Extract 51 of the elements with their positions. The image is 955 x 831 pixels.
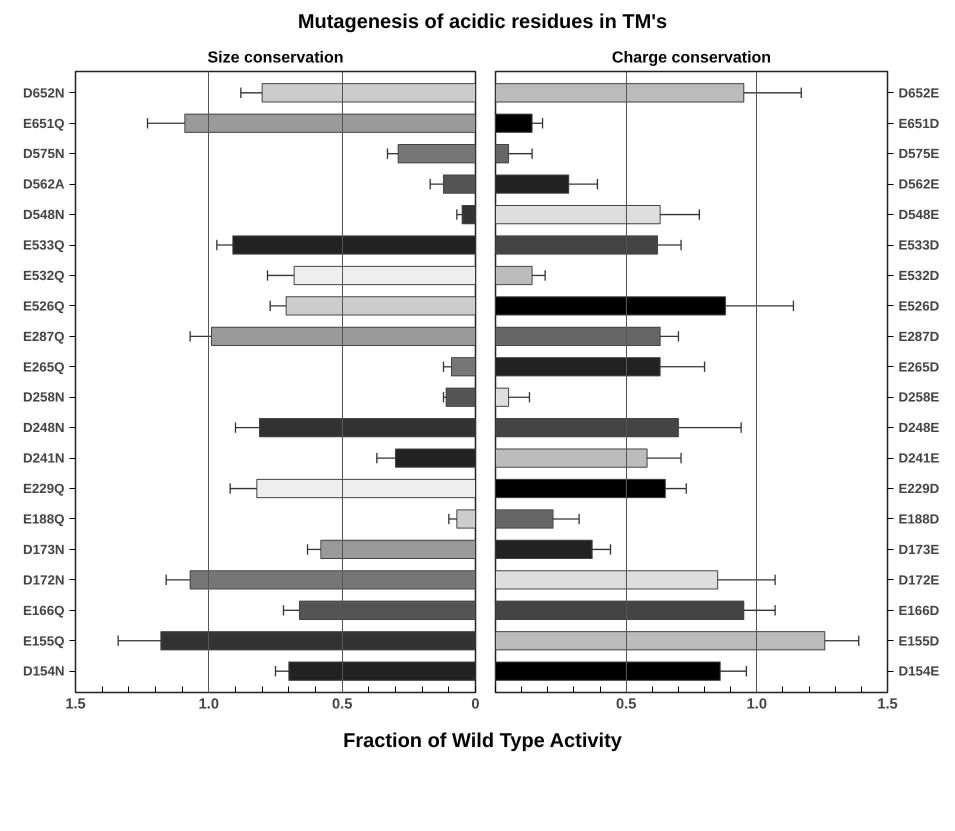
y-tick-label: D652E bbox=[898, 84, 940, 100]
y-tick-label: D562A bbox=[23, 176, 65, 192]
y-tick-label: D258N bbox=[23, 389, 65, 404]
y-tick-label: D154N bbox=[23, 663, 65, 678]
y-tick-label: E651Q bbox=[23, 115, 65, 130]
x-tick-label: 1.0 bbox=[746, 696, 768, 712]
y-tick-label: E532D bbox=[898, 268, 940, 283]
x-tick-label: 0.5 bbox=[332, 696, 352, 712]
y-tick-label: D562E bbox=[898, 176, 940, 192]
y-tick-label: E533D bbox=[898, 237, 940, 252]
x-tick-label: 0.5 bbox=[616, 696, 636, 712]
y-tick-label: D575N bbox=[23, 146, 65, 161]
y-tick-label: D652N bbox=[23, 84, 65, 100]
y-tick-label: D248N bbox=[23, 420, 65, 435]
y-tick-label: D154E bbox=[898, 663, 940, 678]
x-tick-label: 0 bbox=[471, 696, 480, 712]
y-tick-label: D173N bbox=[23, 541, 65, 556]
x-tick-label: 1.5 bbox=[65, 696, 86, 712]
y-tick-label: D172E bbox=[898, 572, 940, 587]
y-tick-label: E287Q bbox=[23, 328, 65, 344]
y-tick-label: D248E bbox=[898, 420, 940, 435]
y-tick-label: D548E bbox=[898, 206, 940, 222]
y-tick-label: E526D bbox=[898, 298, 940, 313]
y-tick-label: E651D bbox=[898, 115, 940, 130]
y-tick-label: E229D bbox=[898, 480, 940, 496]
y-tick-label: E229Q bbox=[23, 480, 65, 496]
y-tick-label: E287D bbox=[898, 328, 940, 344]
x-tick-label: 1.0 bbox=[198, 696, 220, 712]
y-tick-label: E526Q bbox=[23, 298, 65, 313]
y-tick-label: D241E bbox=[898, 450, 940, 466]
y-tick-label: E155Q bbox=[23, 632, 65, 648]
y-tick-label: E166D bbox=[898, 602, 940, 618]
chart-subtitle: Charge conservation bbox=[612, 49, 772, 66]
x-tick-label: 1.5 bbox=[877, 696, 898, 712]
y-tick-label: D258E bbox=[898, 389, 940, 404]
y-tick-label: D172N bbox=[23, 572, 65, 587]
chart-title: Mutagenesis of acidic residues in TM's bbox=[298, 10, 668, 35]
y-tick-label: E188D bbox=[898, 511, 940, 526]
y-tick-label: D173E bbox=[898, 541, 940, 556]
x-axis-title: Fraction of Wild Type Activity bbox=[343, 728, 622, 754]
y-tick-label: D575E bbox=[898, 146, 940, 161]
y-tick-label: E155D bbox=[898, 632, 940, 648]
y-tick-label: D241N bbox=[23, 450, 65, 466]
y-tick-label: E166Q bbox=[23, 602, 65, 618]
y-tick-label: E265D bbox=[898, 358, 940, 374]
y-tick-label: E265Q bbox=[23, 358, 65, 374]
chart-subtitle: Size conservation bbox=[207, 49, 344, 66]
y-tick-label: E532Q bbox=[23, 268, 65, 283]
y-tick-label: E188Q bbox=[23, 511, 65, 526]
y-tick-label: E533Q bbox=[23, 237, 65, 252]
y-tick-label: D548N bbox=[23, 206, 65, 222]
